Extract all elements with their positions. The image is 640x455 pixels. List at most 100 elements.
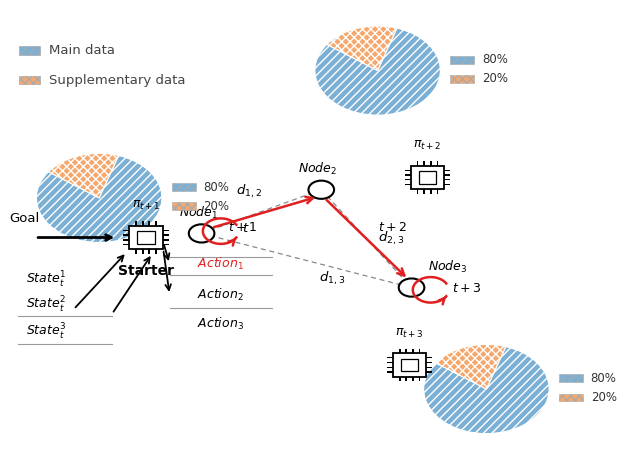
Bar xyxy=(124,239,129,241)
Bar xyxy=(423,189,425,193)
Text: Starter: Starter xyxy=(118,264,174,278)
Bar xyxy=(412,349,414,353)
Bar xyxy=(163,230,168,231)
Bar xyxy=(419,349,420,353)
Text: 80%: 80% xyxy=(482,53,508,66)
Bar xyxy=(19,46,40,55)
Text: $t$: $t$ xyxy=(242,222,250,235)
Text: $Action_2$: $Action_2$ xyxy=(198,287,244,303)
Bar xyxy=(172,183,196,191)
Bar xyxy=(426,367,432,368)
Bar xyxy=(387,362,393,363)
Text: $\pi_{t+1}$: $\pi_{t+1}$ xyxy=(132,199,160,212)
Bar xyxy=(430,162,432,166)
Bar xyxy=(426,357,432,359)
Bar xyxy=(387,357,393,359)
Circle shape xyxy=(308,181,334,199)
Bar xyxy=(141,249,143,253)
Text: $\pi_{t+2}$: $\pi_{t+2}$ xyxy=(413,139,442,152)
Bar xyxy=(405,349,407,353)
Text: 80%: 80% xyxy=(591,372,616,385)
Bar xyxy=(417,189,419,193)
Bar xyxy=(399,377,401,381)
Bar xyxy=(419,377,420,381)
Circle shape xyxy=(399,278,424,297)
Bar xyxy=(137,231,155,244)
Text: Goal: Goal xyxy=(9,212,40,225)
Text: Main data: Main data xyxy=(49,44,115,57)
Text: 20%: 20% xyxy=(482,72,508,86)
Text: $d_{1,2}$: $d_{1,2}$ xyxy=(236,183,262,200)
Text: $d_{2,3}$: $d_{2,3}$ xyxy=(378,230,404,248)
Bar xyxy=(419,171,436,184)
Bar xyxy=(430,189,432,193)
Bar xyxy=(417,162,419,166)
Bar xyxy=(405,174,411,176)
Bar xyxy=(19,76,40,84)
Bar xyxy=(559,374,583,382)
Text: $State^3_t$: $State^3_t$ xyxy=(26,322,66,342)
Bar xyxy=(405,184,411,185)
Bar xyxy=(426,362,432,363)
Bar xyxy=(148,222,150,226)
Bar xyxy=(135,249,137,253)
Bar xyxy=(163,239,168,241)
Text: $Action_3$: $Action_3$ xyxy=(197,316,244,332)
Bar xyxy=(423,162,425,166)
Bar xyxy=(436,189,438,193)
Bar xyxy=(124,234,129,236)
Text: $t+1$: $t+1$ xyxy=(228,221,257,234)
Text: $Node_1$: $Node_1$ xyxy=(179,205,218,221)
Text: $t+3$: $t+3$ xyxy=(452,282,481,295)
Text: Supplementary data: Supplementary data xyxy=(49,74,186,86)
Bar xyxy=(405,170,411,171)
Text: 20%: 20% xyxy=(591,391,617,404)
Text: $d_{1,3}$: $d_{1,3}$ xyxy=(319,269,346,287)
Circle shape xyxy=(189,224,214,243)
Text: $Node_3$: $Node_3$ xyxy=(428,259,467,275)
Text: $\pi_{t+3}$: $\pi_{t+3}$ xyxy=(396,327,424,340)
Text: $t+2$: $t+2$ xyxy=(378,221,407,234)
Text: 80%: 80% xyxy=(204,181,229,194)
Bar xyxy=(172,202,196,210)
Bar xyxy=(124,244,129,245)
Bar xyxy=(444,179,450,181)
Bar xyxy=(426,371,432,373)
Bar xyxy=(450,56,474,64)
Wedge shape xyxy=(315,28,440,115)
Wedge shape xyxy=(327,26,397,71)
Bar xyxy=(450,75,474,83)
Bar xyxy=(163,244,168,245)
Text: $State^2_t$: $State^2_t$ xyxy=(26,295,66,315)
Bar xyxy=(135,222,137,226)
Bar xyxy=(148,249,150,253)
Bar xyxy=(155,222,157,226)
Text: 20%: 20% xyxy=(204,200,230,213)
Bar xyxy=(405,377,407,381)
Text: $Node_2$: $Node_2$ xyxy=(298,161,338,177)
Bar xyxy=(405,179,411,181)
Bar xyxy=(387,371,393,373)
Wedge shape xyxy=(436,344,506,389)
Text: $Action_1$: $Action_1$ xyxy=(197,256,244,272)
Wedge shape xyxy=(49,153,118,198)
Bar xyxy=(444,184,450,185)
Wedge shape xyxy=(36,156,162,243)
Bar xyxy=(141,222,143,226)
Bar xyxy=(129,226,163,249)
Bar xyxy=(559,394,583,401)
Bar xyxy=(163,234,168,236)
Bar xyxy=(411,166,444,189)
Bar xyxy=(399,349,401,353)
Bar xyxy=(124,230,129,231)
Bar xyxy=(436,162,438,166)
Bar xyxy=(387,367,393,368)
Bar xyxy=(155,249,157,253)
Bar xyxy=(412,377,414,381)
Wedge shape xyxy=(424,347,549,434)
Bar xyxy=(444,174,450,176)
Bar xyxy=(401,359,419,371)
Bar xyxy=(393,353,426,377)
Text: $State^1_t$: $State^1_t$ xyxy=(26,270,66,290)
Bar xyxy=(444,170,450,171)
